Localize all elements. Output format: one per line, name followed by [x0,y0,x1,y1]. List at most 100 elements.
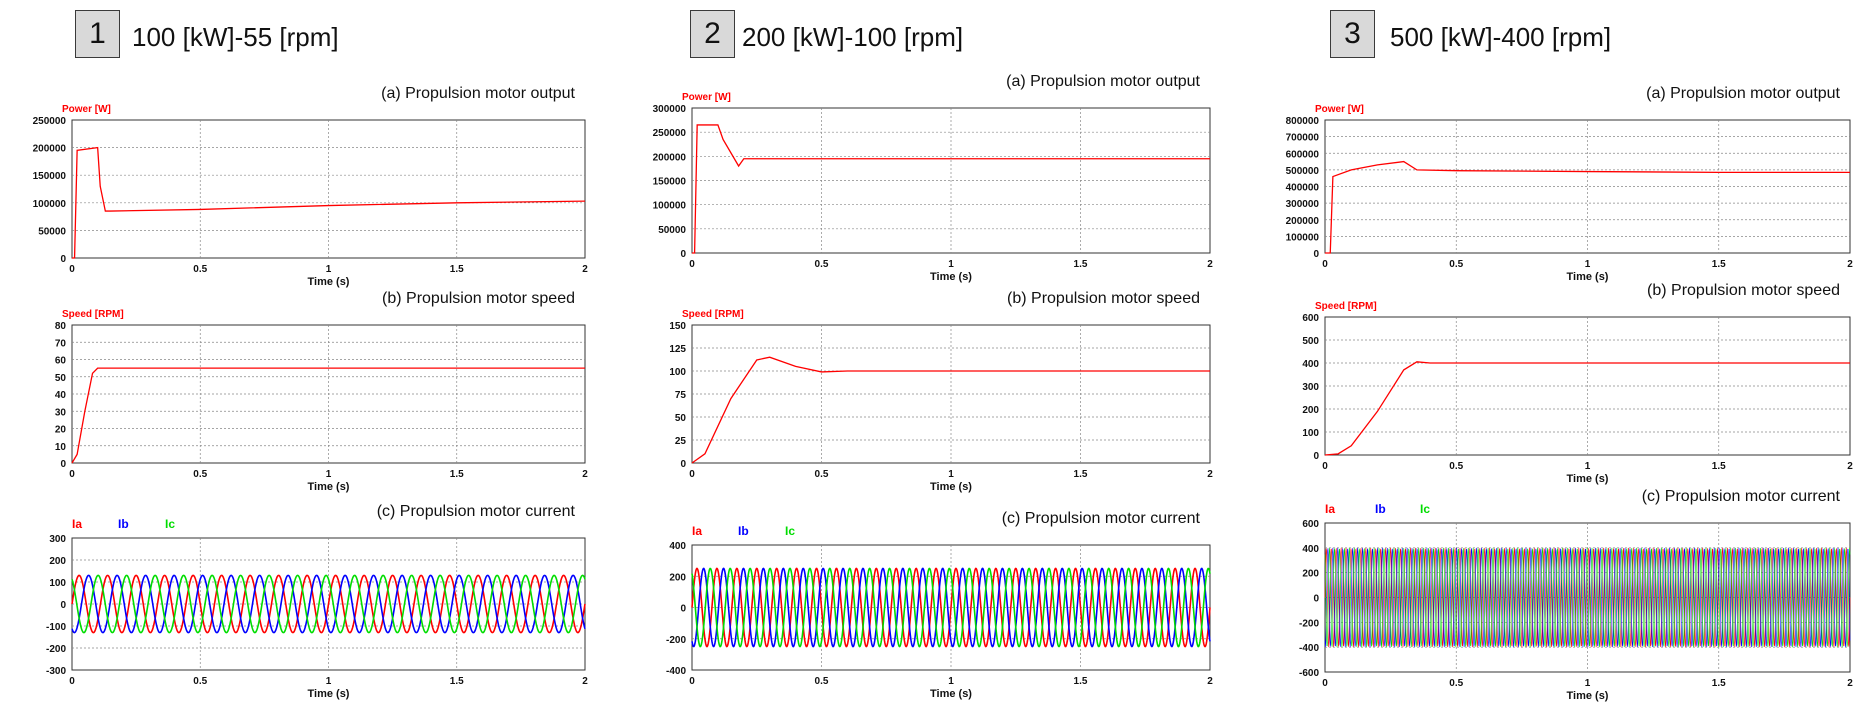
y-axis-label: Speed [RPM] [1315,301,1377,312]
chart-case-3-power: (a) Propulsion motor output Power [W] 0 100… [1286,85,1854,283]
y-tick-label: 200 [1302,405,1319,416]
y-tick-label: 100000 [653,201,687,212]
panel-caption: (c) Propulsion motor current [377,503,576,520]
legend-ib: Ib [118,517,129,531]
panel-caption: (c) Propulsion motor current [1642,488,1841,505]
x-tick-label: 2 [582,676,588,687]
series-line-ia [1324,547,1851,648]
series-line-ia [691,567,1211,648]
x-tick-label: 0 [1322,259,1328,270]
legend-ib: Ib [1375,502,1386,516]
series-line [72,146,586,259]
y-tick-label: 0 [60,600,66,611]
series-line-ib [691,567,1211,648]
chart-case-1-power: (a) Propulsion motor output Power [W] 0 500… [33,85,589,288]
y-tick-label: 250000 [33,116,67,127]
y-tick-label: 50000 [38,226,66,237]
panel-caption: (a) Propulsion motor output [1646,85,1840,102]
y-tick-label: -600 [1299,668,1319,679]
x-tick-label: 1.5 [450,264,464,275]
y-tick-label: 100 [49,578,66,589]
x-tick-label: 0 [69,676,75,687]
y-axis-label: Power [W] [62,104,111,115]
x-tick-label: 1 [1585,461,1591,472]
x-tick-label: 1.5 [1074,469,1088,480]
y-tick-label: 250000 [653,128,687,139]
y-tick-label: 60 [55,356,67,367]
x-axis-label: Time (s) [930,481,972,493]
y-axis-label: Power [W] [1315,104,1364,115]
x-tick-label: 0 [689,259,695,270]
x-tick-label: 1 [326,469,332,480]
x-tick-label: 0 [689,469,695,480]
series-line-ib [1324,547,1851,648]
y-tick-label: 150000 [33,171,67,182]
x-axis-label: Time (s) [930,688,972,700]
x-tick-label: 1.5 [1712,461,1726,472]
y-tick-label: 50 [55,373,67,384]
y-tick-label: 0 [680,459,686,470]
x-tick-label: 1 [1585,678,1591,689]
y-tick-label: 200000 [33,144,67,155]
y-tick-label: 200 [1302,569,1319,580]
panel-caption: (b) Propulsion motor speed [382,290,575,307]
series-line [692,124,1210,254]
series-line-ia [71,574,586,634]
panel-caption: (a) Propulsion motor output [1006,73,1200,90]
y-tick-label: 75 [675,390,687,401]
y-tick-label: 125 [669,344,686,355]
x-tick-label: 0.5 [1449,678,1463,689]
case-number-box: 1 [75,10,120,58]
y-tick-label: -400 [666,666,686,677]
x-tick-label: 1.5 [1074,259,1088,270]
y-tick-label: 600000 [1286,149,1320,160]
series-line [1325,160,1850,254]
y-tick-label: 800000 [1286,116,1320,127]
series-line-ib [71,574,586,634]
y-tick-label: 500 [1302,336,1319,347]
y-axis-label: Power [W] [682,92,731,103]
x-tick-label: 1.5 [450,469,464,480]
x-tick-label: 1 [326,676,332,687]
x-tick-label: 1.5 [1712,678,1726,689]
x-tick-label: 0.5 [1449,259,1463,270]
x-tick-label: 0 [69,469,75,480]
y-tick-label: 40 [55,390,67,401]
x-axis-label: Time (s) [1567,473,1609,485]
y-tick-label: 10 [55,442,67,453]
x-tick-label: 0.5 [815,259,829,270]
panel-caption: (b) Propulsion motor speed [1647,282,1840,299]
y-tick-label: 300000 [1286,199,1320,210]
x-tick-label: 2 [1207,676,1213,687]
chart-case-2-power: (a) Propulsion motor output Power [W] 0 500… [653,73,1214,283]
y-tick-label: -200 [666,635,686,646]
y-tick-label: 0 [1313,451,1319,462]
series-line-ic [71,574,586,634]
y-tick-label: 0 [680,604,686,615]
x-tick-label: 2 [1847,461,1853,472]
x-tick-label: 2 [1847,259,1853,270]
y-axis-label: Speed [RPM] [62,309,124,320]
legend-ic: Ic [1420,502,1430,516]
x-tick-label: 1 [948,259,954,270]
x-tick-label: 0 [69,264,75,275]
legend-ic: Ic [165,517,175,531]
y-tick-label: 80 [55,321,67,332]
x-axis-label: Time (s) [1567,690,1609,702]
y-tick-label: 0 [1313,249,1319,260]
y-tick-label: 0 [60,459,66,470]
x-tick-label: 0 [1322,678,1328,689]
y-tick-label: 150000 [653,177,687,188]
legend-ic: Ic [785,524,795,538]
case-number-box: 2 [690,10,735,58]
x-tick-label: 1 [948,469,954,480]
series-line [691,356,1210,464]
x-tick-label: 1.5 [450,676,464,687]
y-tick-label: 700000 [1286,133,1320,144]
x-tick-label: 0.5 [815,676,829,687]
y-tick-label: 70 [55,338,67,349]
x-tick-label: 0.5 [193,676,207,687]
y-tick-label: 20 [55,425,67,436]
y-tick-label: 100000 [1286,232,1320,243]
y-tick-label: -200 [1299,618,1319,629]
